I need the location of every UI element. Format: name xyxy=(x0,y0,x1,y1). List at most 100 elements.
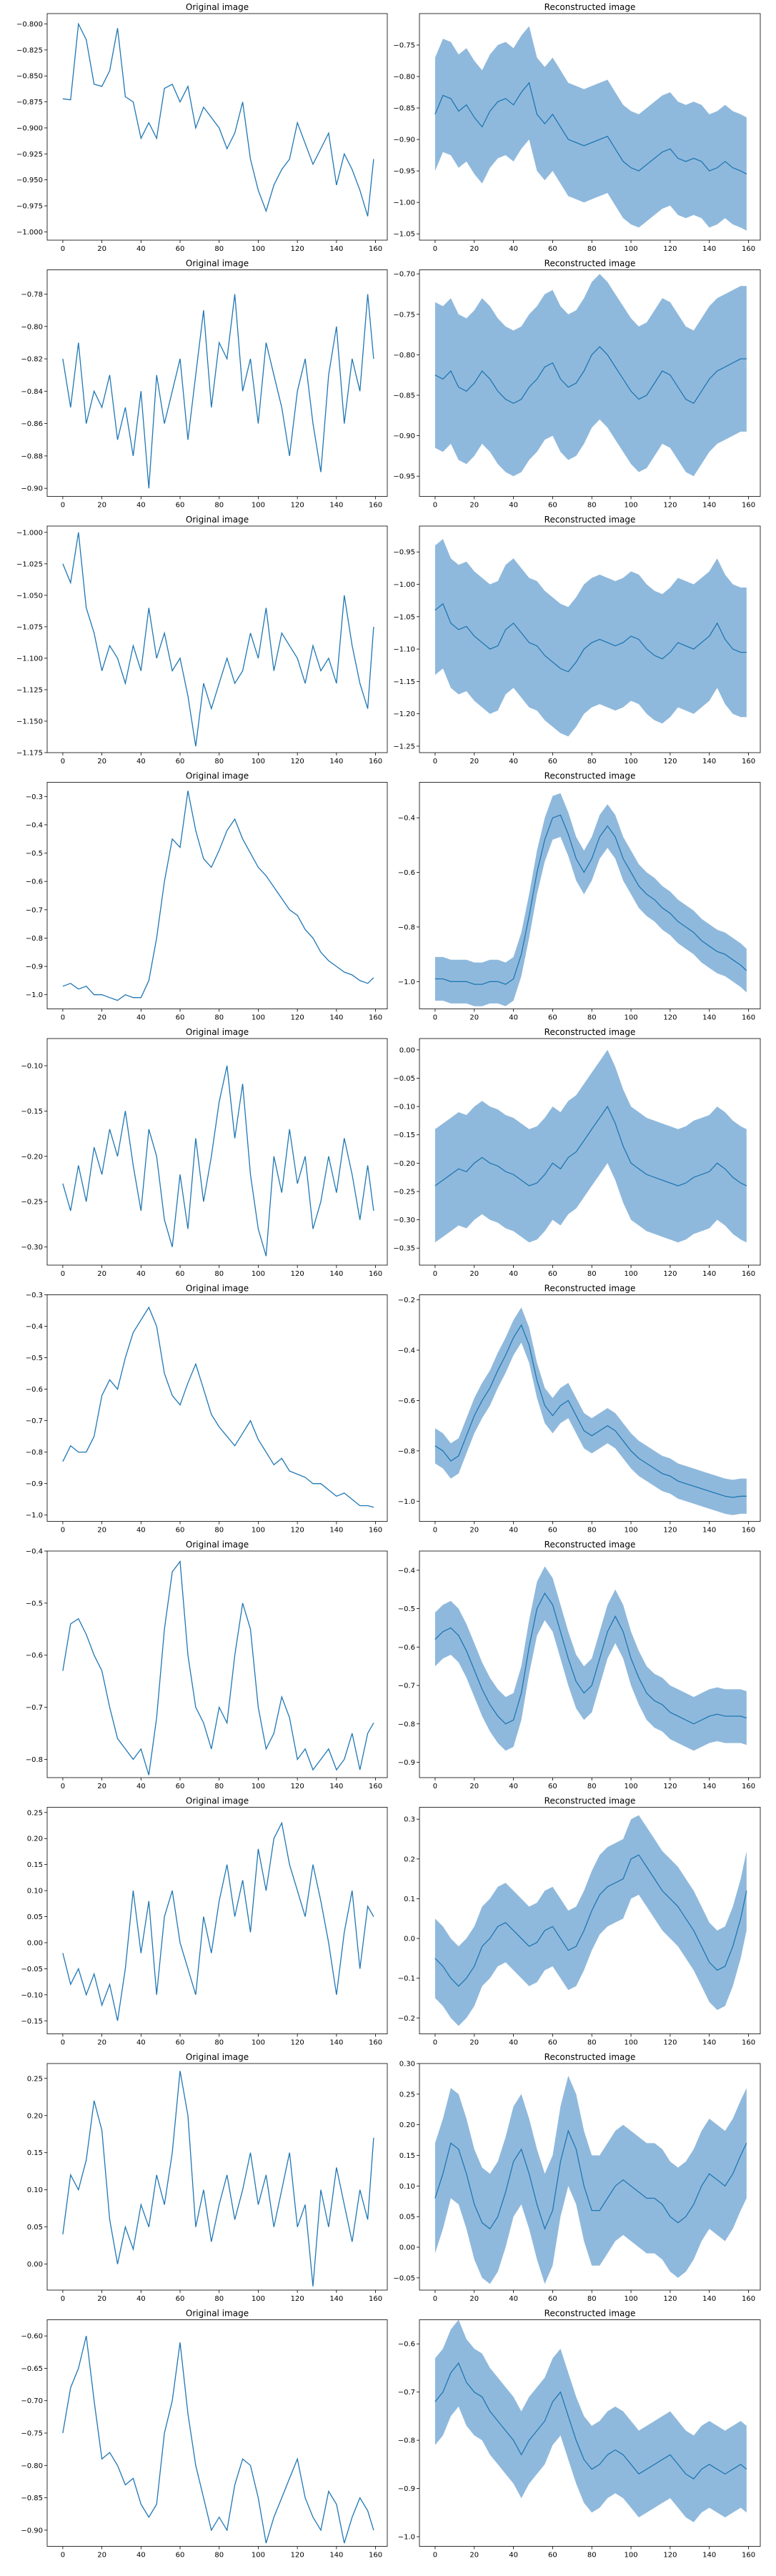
y-tick-label: −0.6 xyxy=(26,1652,43,1660)
x-tick-label: 80 xyxy=(587,245,597,253)
x-tick-label: 80 xyxy=(587,1783,597,1790)
uncertainty-band xyxy=(434,2319,747,2522)
x-tick-label: 40 xyxy=(509,2552,518,2560)
x-tick-label: 40 xyxy=(136,502,146,510)
subplot-original-9: Original image 0 20 40 60 80 100 120 140 160 0.25 0… xyxy=(27,2052,388,2303)
y-tick-label: −0.3 xyxy=(26,1292,43,1299)
x-tick-label: 140 xyxy=(329,2552,343,2560)
y-tick-label: −0.7 xyxy=(26,1704,43,1712)
x-tick-label: 0 xyxy=(433,2039,437,2047)
x-tick-label: 40 xyxy=(136,1014,146,1022)
y-tick-label: −0.95 xyxy=(393,549,415,557)
x-tick-label: 120 xyxy=(663,1014,677,1022)
x-tick-label: 120 xyxy=(663,1527,677,1535)
y-tick-label: −0.95 xyxy=(393,473,415,481)
x-tick-label: 120 xyxy=(291,2295,304,2303)
y-tick-label: −0.88 xyxy=(21,452,43,460)
x-tick-label: 120 xyxy=(291,502,304,510)
subplot-reconstructed-9: Reconstructed image 0 20 40 60 80 100 120 140 160… xyxy=(393,2052,761,2303)
subplot-reconstructed-5: Reconstructed image 0 20 40 60 80 100 120 140 160… xyxy=(393,1027,761,1278)
x-tick-label: 100 xyxy=(252,502,265,510)
series-line xyxy=(434,2362,747,2480)
y-tick-label: −0.8 xyxy=(26,1756,43,1764)
subplot-original-6: Original image 0 20 40 60 80 100 120 140 160 −0.3 −… xyxy=(26,1284,388,1535)
y-tick-label: −0.75 xyxy=(393,42,415,50)
x-tick-label: 80 xyxy=(587,1527,597,1535)
subplot-title: Reconstructed image xyxy=(544,1796,636,1806)
x-tick-label: 40 xyxy=(136,1270,146,1278)
subplot-original-10: Original image 0 20 40 60 80 100 120 140 160 −0.60… xyxy=(21,2309,388,2560)
x-tick-label: 160 xyxy=(369,2552,382,2560)
x-tick-label: 80 xyxy=(214,2552,224,2560)
y-tick-label: −0.8 xyxy=(398,923,415,931)
x-tick-label: 60 xyxy=(548,245,557,253)
x-tick-label: 0 xyxy=(61,502,65,510)
x-tick-label: 100 xyxy=(252,1783,265,1790)
x-tick-label: 20 xyxy=(97,1014,106,1022)
x-tick-label: 120 xyxy=(291,1783,304,1790)
subplot-title: Reconstructed image xyxy=(544,515,636,525)
x-tick-label: 20 xyxy=(469,758,479,766)
y-tick-label: −0.90 xyxy=(21,2527,43,2535)
x-tick-label: 120 xyxy=(291,245,304,253)
uncertainty-band xyxy=(434,1049,747,1243)
y-tick-label: −0.9 xyxy=(26,963,43,971)
series-line xyxy=(434,1105,747,1187)
x-tick-label: 100 xyxy=(252,2039,265,2047)
x-tick-label: 100 xyxy=(625,245,638,253)
axes-frame xyxy=(419,269,761,497)
x-tick-label: 60 xyxy=(176,1783,185,1790)
y-tick-label: −0.30 xyxy=(21,1244,43,1252)
subplot-reconstructed-10: Reconstructed image 0 20 40 60 80 100 120 140 160… xyxy=(398,2309,761,2560)
y-tick-label: −0.800 xyxy=(16,21,43,29)
y-tick-label: −1.175 xyxy=(16,750,43,758)
subplot-reconstructed-7: Reconstructed image 0 20 40 60 80 100 120 140 160… xyxy=(398,1540,761,1790)
x-tick-label: 20 xyxy=(469,1783,479,1790)
x-tick-label: 40 xyxy=(509,502,518,510)
y-tick-label: −0.90 xyxy=(393,432,415,440)
y-tick-label: −0.6 xyxy=(398,1397,415,1405)
x-tick-label: 80 xyxy=(214,2039,224,2047)
y-tick-label: −0.4 xyxy=(398,1347,415,1354)
x-tick-label: 60 xyxy=(548,758,557,766)
x-tick-label: 160 xyxy=(369,2295,382,2303)
x-tick-label: 60 xyxy=(548,1270,557,1278)
x-tick-label: 20 xyxy=(97,502,106,510)
subplot-title: Original image xyxy=(186,1540,249,1550)
x-tick-label: 20 xyxy=(97,1783,106,1790)
y-tick-label: −0.7 xyxy=(26,906,43,914)
series-line xyxy=(434,603,747,673)
x-tick-label: 100 xyxy=(252,1014,265,1022)
x-tick-label: 60 xyxy=(176,502,185,510)
y-tick-label: 0.25 xyxy=(27,1809,43,1817)
y-tick-label: −0.86 xyxy=(21,420,43,428)
y-tick-label: −0.05 xyxy=(393,1075,415,1083)
y-tick-label: −0.25 xyxy=(393,1188,415,1196)
axes-frame xyxy=(46,1550,388,1778)
subplot-title: Original image xyxy=(186,515,249,525)
y-tick-label: −0.8 xyxy=(26,935,43,943)
series-line xyxy=(434,1324,747,1498)
y-tick-label: −0.80 xyxy=(21,2462,43,2470)
subplot-title: Reconstructed image xyxy=(544,1540,636,1550)
x-tick-label: 0 xyxy=(61,1270,65,1278)
y-tick-label: −1.050 xyxy=(16,592,43,600)
x-tick-label: 40 xyxy=(509,1527,518,1535)
x-tick-label: 60 xyxy=(548,2295,557,2303)
x-tick-label: 60 xyxy=(548,502,557,510)
x-tick-label: 40 xyxy=(509,758,518,766)
x-tick-label: 80 xyxy=(214,502,224,510)
x-tick-label: 120 xyxy=(663,2039,677,2047)
x-tick-label: 0 xyxy=(433,502,437,510)
x-tick-label: 100 xyxy=(625,758,638,766)
x-tick-label: 160 xyxy=(369,758,382,766)
uncertainty-band xyxy=(434,2076,747,2284)
y-tick-label: −0.90 xyxy=(21,485,43,493)
y-tick-label: 0.30 xyxy=(399,2061,415,2069)
y-tick-label: −0.15 xyxy=(393,1131,415,1139)
y-tick-label: 0.10 xyxy=(27,1888,43,1896)
y-tick-label: −0.5 xyxy=(26,1354,43,1362)
y-tick-label: −0.35 xyxy=(393,1245,415,1253)
y-tick-label: −0.6 xyxy=(26,878,43,886)
